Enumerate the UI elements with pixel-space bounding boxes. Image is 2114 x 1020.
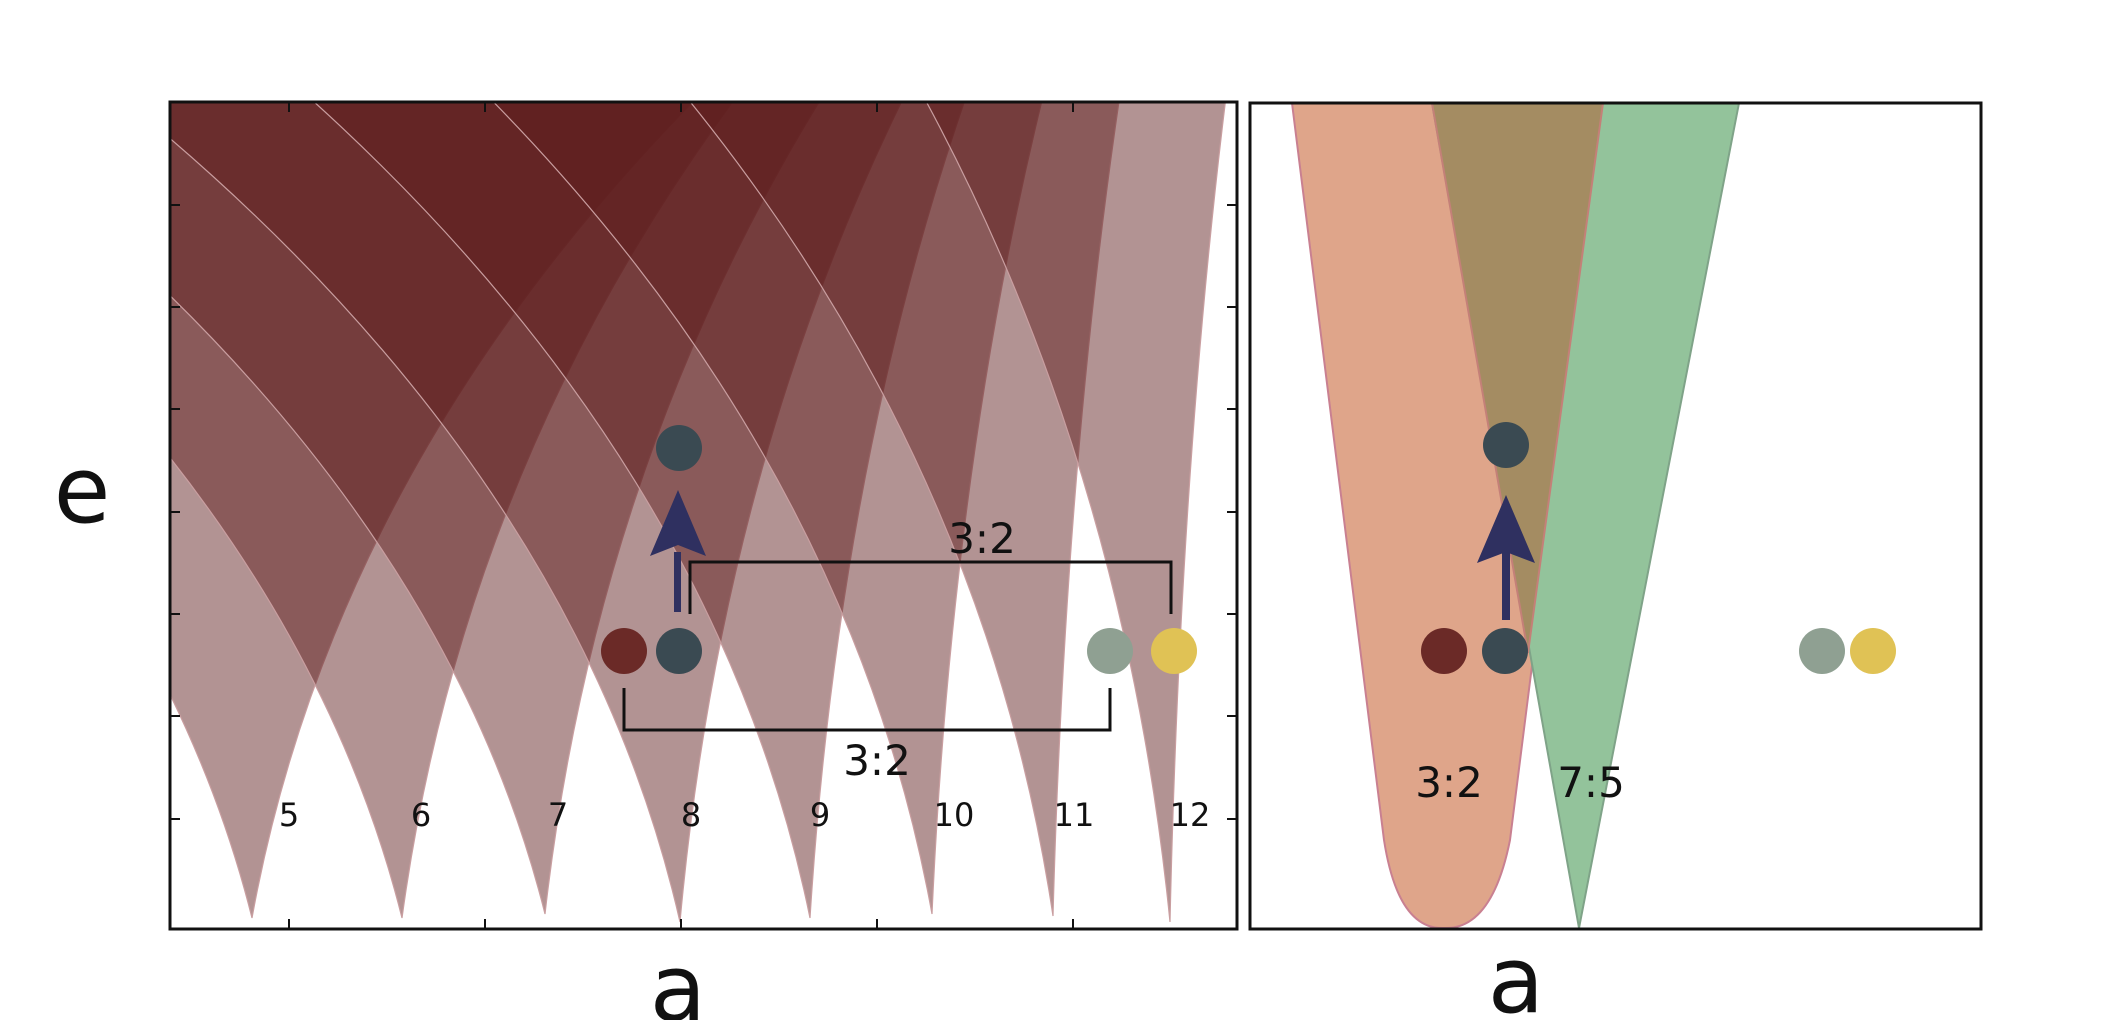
resonance-label-10: 10 [934,796,975,834]
planet-dark-start [656,628,702,674]
right-x-axis-label: a [1488,927,1544,1020]
upper-bracket-label: 3:2 [948,514,1016,563]
resonance-region-6 [170,102,734,919]
right-regions [1290,103,1741,929]
region-label-3-2: 3:2 [1415,758,1483,807]
lower-bracket [622,688,1112,732]
planet-gray [1799,628,1845,674]
resonance-label-8: 8 [681,796,701,834]
region-overlap [1430,103,1605,654]
planet-gray [1087,628,1133,674]
region-label-7-5: 7:5 [1557,758,1625,807]
left-frame [168,100,1239,931]
eccentricity-arrow-right [1477,495,1535,620]
planet-dark-excited [656,425,702,471]
right-frame [1248,101,1983,931]
planet-yellow [1850,628,1896,674]
resonance-label-12: 12 [1170,796,1211,834]
resonance-regions [170,102,1226,923]
planet-dark-excited [1483,422,1529,468]
planet-red [601,628,647,674]
left-y-axis-label: e [54,437,111,544]
upper-bracket [688,560,1173,614]
resonance-label-6: 6 [411,796,431,834]
right-panel: 3:2 7:5 a [1248,101,1983,1020]
resonance-region-8 [170,102,903,923]
planet-dark-start [1482,628,1528,674]
resonance-region-5 [170,102,694,919]
resonance-label-7: 7 [548,796,568,834]
planet-red [1421,628,1467,674]
eccentricity-arrow [650,490,706,612]
resonance-label-5: 5 [279,796,299,834]
left-x-axis-label: a [650,935,706,1020]
resonance-label-11: 11 [1054,796,1095,834]
resonance-region-7 [170,102,820,915]
left-panel: 5 6 7 8 9 10 11 12 3:2 3:2 e a [54,100,1239,1020]
left-axis-ticks [170,102,1237,929]
planet-yellow [1151,628,1197,674]
lower-bracket-label: 3:2 [843,736,911,785]
resonance-label-9: 9 [810,796,830,834]
